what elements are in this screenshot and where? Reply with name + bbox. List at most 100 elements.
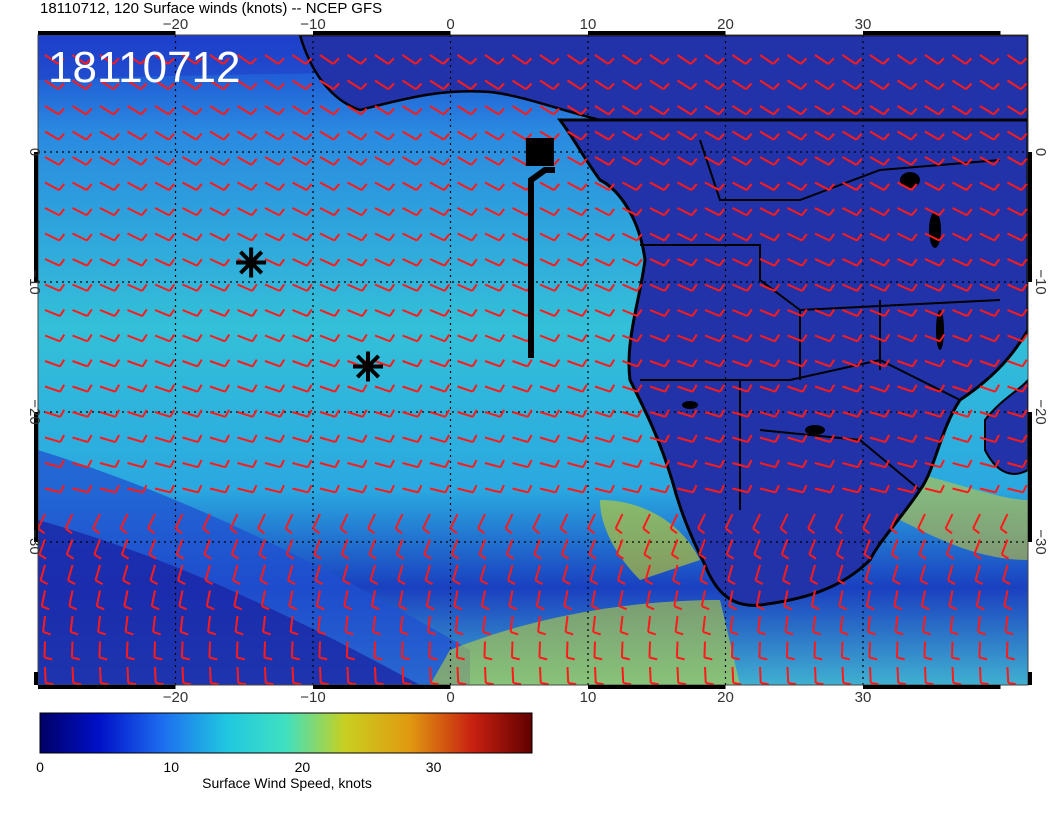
wind-barb — [539, 232, 561, 242]
wind-barb — [567, 258, 588, 267]
wind-barb — [539, 207, 561, 217]
wind-barb — [512, 384, 533, 393]
wind-barb — [402, 359, 423, 368]
wind-barb — [292, 484, 313, 494]
wind-barb — [704, 666, 714, 685]
wind-barb — [97, 615, 107, 636]
wind-barb — [1007, 384, 1028, 393]
wind-barb — [339, 513, 349, 535]
wind-barb — [594, 207, 616, 217]
wind-barb — [292, 359, 313, 368]
wind-barb — [560, 539, 570, 560]
wind-barb — [319, 484, 340, 494]
wind-barb — [999, 513, 1009, 535]
wind-barb — [920, 590, 930, 611]
wind-barb — [449, 513, 459, 535]
wind-barb — [676, 666, 687, 685]
wind-barb — [677, 484, 698, 494]
wind-barb — [429, 258, 451, 267]
wind-barb — [126, 79, 148, 91]
wind-barb — [704, 258, 726, 267]
wind-barb — [594, 105, 615, 116]
wind-barb — [44, 283, 66, 292]
wind-barb — [897, 232, 918, 242]
wind-barb — [567, 156, 588, 166]
wind-barb — [759, 334, 781, 343]
wind-barb — [346, 79, 368, 91]
wind-barb — [1007, 181, 1028, 191]
wind-barb — [182, 283, 203, 292]
wind-barb — [344, 615, 354, 636]
wind-barb — [508, 590, 518, 611]
wind-barb — [649, 384, 671, 393]
wind-barb — [209, 459, 230, 469]
wind-barb — [319, 359, 341, 368]
wind-barb — [429, 283, 451, 292]
wind-barb — [649, 79, 670, 91]
wind-barb — [484, 156, 505, 166]
wind-barb — [319, 105, 340, 116]
wind-barb — [209, 283, 231, 292]
wind-barb — [182, 409, 203, 418]
wind-barb — [893, 590, 903, 611]
wind-barb — [154, 459, 175, 469]
wind-barb — [292, 409, 313, 418]
wind-barb — [924, 130, 945, 141]
wind-barb — [890, 539, 900, 560]
wind-barb — [182, 207, 203, 217]
wind-barb — [373, 641, 383, 661]
wind-barb — [759, 258, 781, 267]
wind-barb — [209, 434, 231, 443]
lat-tick-bar — [1028, 412, 1032, 542]
wind-barb — [72, 384, 93, 393]
wind-barb — [399, 615, 409, 636]
wind-barb — [979, 258, 1001, 267]
wind-barb — [264, 283, 286, 292]
wind-barb — [264, 434, 286, 443]
wind-barb — [237, 156, 258, 166]
wind-barb — [318, 641, 328, 661]
wind-barb — [457, 232, 478, 242]
wind-barb — [127, 459, 148, 469]
wind-barb — [566, 666, 577, 685]
wind-barb — [702, 615, 712, 636]
wind-barb — [429, 666, 439, 685]
wind-barb — [814, 484, 835, 494]
wind-barb — [209, 232, 231, 242]
wind-barb — [345, 641, 355, 661]
wind-barb — [1006, 54, 1028, 65]
wind-barb — [229, 513, 239, 535]
wind-barb — [347, 459, 368, 469]
wind-barb — [642, 513, 651, 535]
wind-barb — [202, 513, 211, 535]
wind-barb — [1006, 130, 1028, 141]
wind-barb — [924, 459, 945, 469]
wind-barb — [1007, 484, 1028, 494]
wind-barb — [450, 539, 460, 560]
lat-tick-label-left: −30 — [26, 529, 43, 554]
wind-barb — [534, 564, 544, 585]
wind-barb — [732, 459, 753, 469]
wind-barb — [622, 484, 643, 494]
wind-barb — [622, 283, 643, 292]
wind-barb — [347, 232, 368, 242]
wind-barb — [924, 666, 934, 685]
wind-barb — [731, 130, 753, 141]
wind-barb — [594, 384, 616, 393]
wind-barb — [1007, 258, 1028, 267]
wind-barb — [1007, 434, 1028, 443]
wind-barb — [566, 54, 588, 65]
wind-barb — [814, 232, 836, 242]
wind-barb — [587, 513, 596, 535]
wind-barb — [753, 539, 762, 560]
wind-barb — [950, 641, 960, 661]
wind-barb — [567, 484, 588, 494]
wind-barb — [787, 384, 808, 393]
wind-barb — [780, 539, 790, 560]
wind-barb — [402, 207, 423, 217]
wind-barb — [209, 409, 231, 418]
wind-barb — [732, 359, 753, 368]
wind-barb — [865, 590, 875, 611]
wind-barb — [869, 105, 890, 116]
wind-barb — [424, 564, 434, 585]
